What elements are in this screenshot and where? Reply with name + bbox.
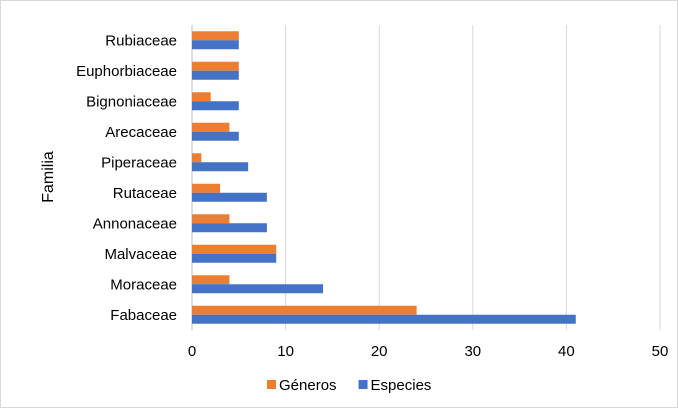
bar-especies: [192, 162, 249, 172]
bar-generos: [192, 214, 230, 224]
category-label: Euphorbiaceae: [76, 63, 177, 80]
bar-generos: [192, 122, 230, 132]
x-tick-label: 40: [558, 343, 575, 360]
x-tick-label: 30: [464, 343, 481, 360]
legend: Géneros Especies: [267, 377, 431, 394]
x-tick-label: 0: [188, 343, 196, 360]
legend-swatch-generos: [267, 380, 276, 389]
bar-especies: [192, 284, 324, 294]
bar-generos: [192, 244, 277, 254]
legend-label-especies: Especies: [371, 377, 432, 394]
category-label: Piperaceae: [101, 154, 177, 171]
bar-generos: [192, 31, 239, 41]
x-tick-label: 20: [371, 343, 388, 360]
bar-especies: [192, 70, 239, 80]
bar-generos: [192, 275, 230, 285]
bar-especies: [192, 314, 576, 324]
x-tick-labels: 0 10 20 30 40 50: [188, 343, 669, 360]
bars: [192, 31, 576, 324]
category-label: Rubiaceae: [105, 32, 177, 49]
x-tick-label: 10: [277, 343, 294, 360]
bar-generos: [192, 183, 221, 193]
bar-especies: [192, 131, 239, 141]
bar-especies: [192, 253, 277, 263]
legend-label-generos: Géneros: [279, 377, 337, 394]
category-labels: Rubiaceae Euphorbiaceae Bignoniaceae Arecac…: [76, 32, 177, 324]
category-label: Arecaceae: [105, 124, 177, 141]
bar-generos: [192, 61, 239, 71]
bar-especies: [192, 192, 267, 202]
bar-generos: [192, 305, 417, 315]
legend-swatch-especies: [358, 380, 368, 389]
bar-especies: [192, 40, 239, 50]
category-label: Moraceae: [110, 276, 177, 293]
category-label: Rutaceae: [113, 185, 177, 202]
bar-especies: [192, 101, 239, 111]
category-label: Bignoniaceae: [86, 93, 177, 110]
y-axis-title: Familia: [40, 151, 57, 203]
bar-generos: [192, 92, 211, 102]
category-label: Fabaceae: [110, 307, 177, 324]
category-label: Malvaceae: [104, 246, 177, 263]
bar-generos: [192, 153, 202, 163]
x-tick-label: 50: [652, 343, 669, 360]
category-label: Annonaceae: [93, 215, 177, 232]
bar-especies: [192, 223, 267, 233]
